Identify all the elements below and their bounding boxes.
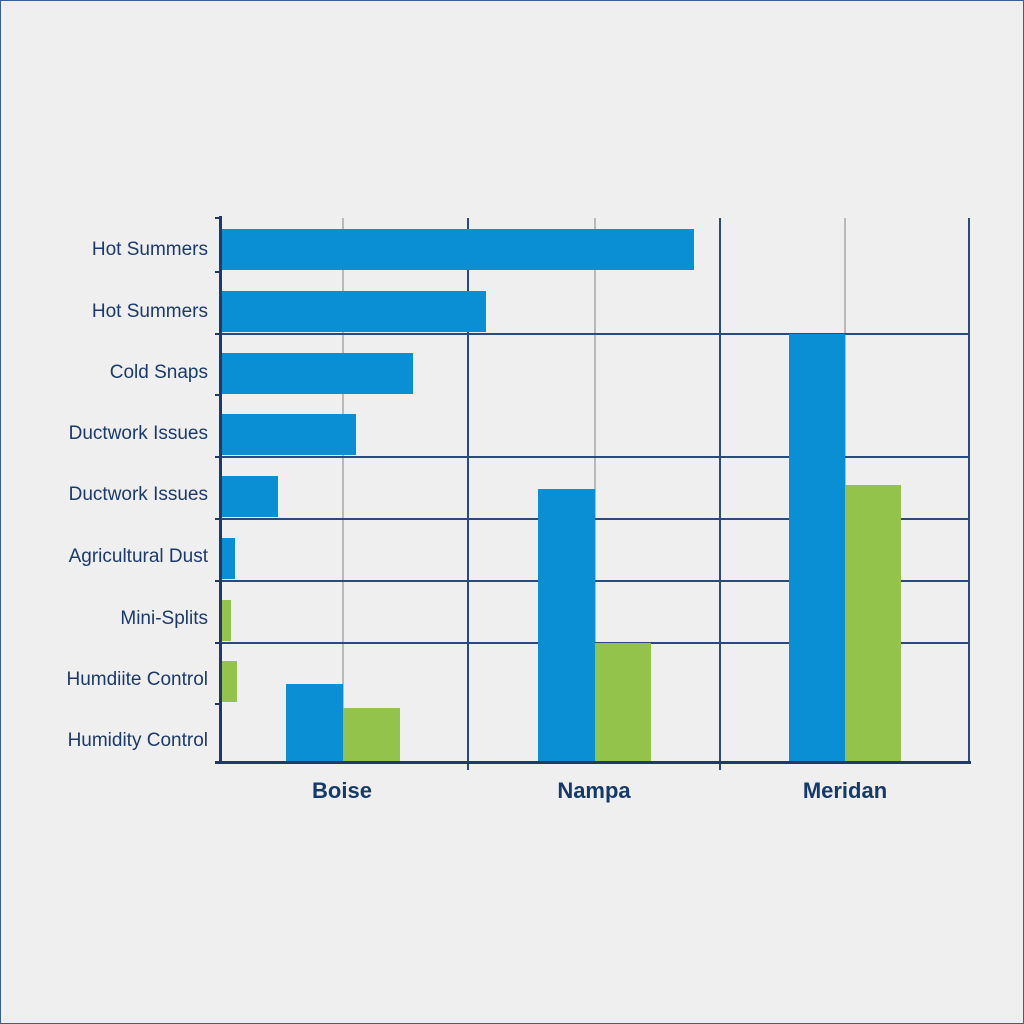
y-label: Hot Summers: [91, 239, 208, 260]
y-tick: [215, 333, 221, 335]
y-label: Ductwork Issues: [68, 484, 208, 505]
y-label: Mini-Splits: [120, 608, 208, 629]
vbar-meridan-series-2: [845, 485, 901, 762]
y-label: Humdiite Control: [66, 669, 209, 690]
hbar-agricultural-dust: [222, 538, 235, 579]
gridline-minor: [342, 218, 344, 762]
gridline-major: [467, 218, 469, 770]
x-label: Boise: [312, 778, 372, 803]
y-label: Humidity Control: [67, 730, 208, 751]
hbar-hot-summers-2: [222, 291, 486, 332]
y-tick: [215, 580, 221, 582]
y-tick: [215, 456, 221, 458]
hbar-mini-splits: [222, 600, 231, 641]
gridline-horizontal: [220, 580, 970, 582]
y-axis: [219, 216, 222, 764]
y-tick: [215, 394, 221, 396]
y-label: Cold Snaps: [109, 362, 208, 383]
x-label: Nampa: [557, 778, 631, 803]
vbar-nampa-series-2: [595, 643, 651, 762]
y-tick: [215, 217, 221, 219]
y-tick: [215, 703, 221, 705]
y-tick: [215, 271, 221, 273]
vbar-nampa-series-1: [538, 489, 595, 762]
vbar-boise-series-1: [286, 684, 343, 762]
gridline-minor: [594, 218, 596, 762]
gridline-major: [968, 218, 970, 764]
hbar-humdiite-control: [222, 661, 237, 702]
y-tick: [215, 518, 221, 520]
y-label: Agricultural Dust: [68, 546, 208, 567]
x-label: Meridan: [802, 778, 888, 803]
gridline-horizontal: [220, 333, 970, 335]
gridline-horizontal: [220, 456, 970, 458]
y-label: Hot Summers: [91, 301, 208, 322]
vbar-boise-series-2: [343, 708, 400, 762]
hbar-hot-summers-1: [222, 229, 694, 270]
gridline-horizontal: [220, 518, 970, 520]
x-axis: [215, 761, 971, 764]
hbar-cold-snaps: [222, 353, 413, 394]
hbar-ductwork-issues-1: [222, 414, 356, 455]
y-tick: [215, 642, 221, 644]
y-label: Ductwork Issues: [68, 423, 208, 444]
gridline-major: [719, 218, 721, 770]
hbar-ductwork-issues-2: [222, 476, 278, 517]
vbar-meridan-series-1: [789, 334, 845, 762]
